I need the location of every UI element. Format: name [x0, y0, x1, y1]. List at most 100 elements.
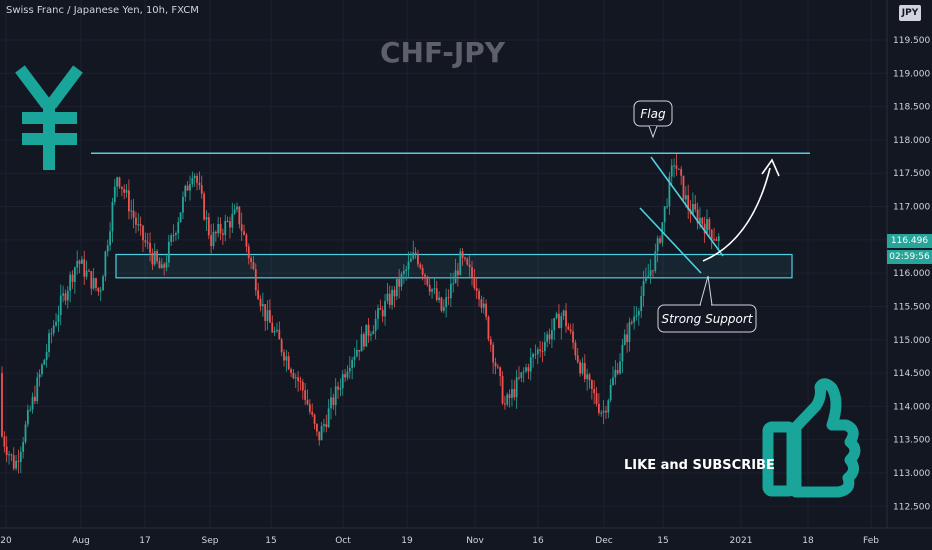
candle [151, 248, 154, 271]
candle [659, 235, 661, 245]
candle [543, 332, 546, 357]
candle [464, 256, 466, 262]
candle [341, 370, 344, 396]
candle [66, 285, 69, 309]
candle [52, 320, 55, 337]
chart-watermark: CHF-JPY [380, 36, 506, 69]
candle [635, 306, 638, 321]
candle [412, 240, 415, 260]
candle [605, 405, 607, 420]
symbol-title[interactable]: Swiss Franc / Japanese Yen, 10h, FXCM [6, 5, 199, 16]
candle [471, 260, 473, 286]
candle [55, 312, 57, 328]
candle [22, 436, 25, 459]
candle [457, 262, 459, 287]
candle [612, 366, 614, 387]
candle [715, 236, 718, 242]
candle [250, 255, 252, 270]
candle [489, 335, 492, 352]
candle [109, 222, 111, 251]
candle [311, 403, 314, 418]
candle [182, 191, 184, 220]
candle [487, 315, 490, 342]
price-tick-label: 114.000 [893, 402, 930, 412]
support-zone[interactable] [115, 253, 793, 279]
flag-callout[interactable]: Flag [633, 100, 673, 139]
flag-lower-line[interactable] [639, 207, 702, 274]
candle [278, 321, 281, 340]
candle [318, 431, 321, 446]
time-tick-label: 20 [0, 536, 12, 546]
candle [78, 259, 81, 274]
candle [224, 214, 227, 242]
currency-badge[interactable]: JPY [899, 5, 921, 21]
last-price-tag: 116.496 [887, 234, 932, 248]
candle [513, 380, 516, 401]
candle [619, 353, 621, 375]
candle [62, 285, 64, 303]
time-tick-label: 15 [265, 536, 276, 546]
candle [226, 216, 229, 223]
candle [297, 371, 299, 392]
candle [179, 212, 182, 223]
flag-upper-line[interactable] [650, 156, 724, 257]
chart-grid [0, 0, 887, 528]
candle [421, 264, 424, 281]
candle [139, 216, 142, 236]
candle [120, 186, 123, 197]
candle [447, 289, 450, 306]
price-axis[interactable]: 119.500 119.000 118.500 118.000 117.500 117.0… [886, 0, 932, 550]
candle [374, 310, 377, 340]
thumbs-up-icon [762, 378, 861, 498]
price-tick-label: 118.000 [893, 136, 930, 146]
candle [210, 224, 213, 254]
candle [402, 264, 405, 284]
candle [426, 275, 429, 287]
time-tick-label: Dec [595, 536, 612, 546]
candle [10, 453, 13, 462]
time-tick-label: Oct [335, 536, 351, 546]
candle [1, 366, 3, 438]
candle [236, 202, 238, 213]
candle [111, 197, 114, 243]
candle [41, 363, 43, 377]
candle [104, 250, 107, 282]
candle [5, 436, 8, 463]
candle [34, 385, 36, 404]
candle [287, 352, 290, 371]
candle [419, 262, 422, 270]
candle [405, 265, 408, 281]
candle [630, 319, 633, 326]
candle [586, 368, 589, 391]
candle [656, 235, 659, 263]
candle [29, 405, 32, 412]
candle [459, 248, 462, 276]
candle [506, 392, 509, 407]
candle [245, 233, 248, 253]
candle [212, 223, 215, 250]
candles-layer [1, 154, 720, 474]
candle [118, 176, 121, 189]
candle [334, 378, 337, 416]
support-callout[interactable]: Strong Support [657, 275, 757, 333]
candle [97, 287, 100, 296]
candle [269, 299, 271, 324]
time-axis[interactable]: 20 Aug 17 Sep 15 Oct 19 Nov 16 Dec 15 2021 18 Feb [0, 527, 932, 550]
candle [438, 291, 440, 303]
candle [191, 171, 194, 188]
candle [325, 414, 328, 433]
candle [261, 292, 264, 317]
candle [292, 368, 295, 380]
candle [473, 268, 476, 291]
candle [238, 206, 241, 229]
candle [99, 286, 102, 302]
candle [393, 286, 396, 308]
candle [367, 317, 370, 343]
candle [496, 363, 499, 370]
candle [414, 247, 417, 259]
candle [588, 372, 591, 389]
candle [576, 348, 579, 364]
price-tick-label: 117.000 [893, 203, 930, 213]
like-subscribe-text: LIKE and SUBSCRIBE [624, 458, 775, 473]
candle [623, 329, 626, 346]
